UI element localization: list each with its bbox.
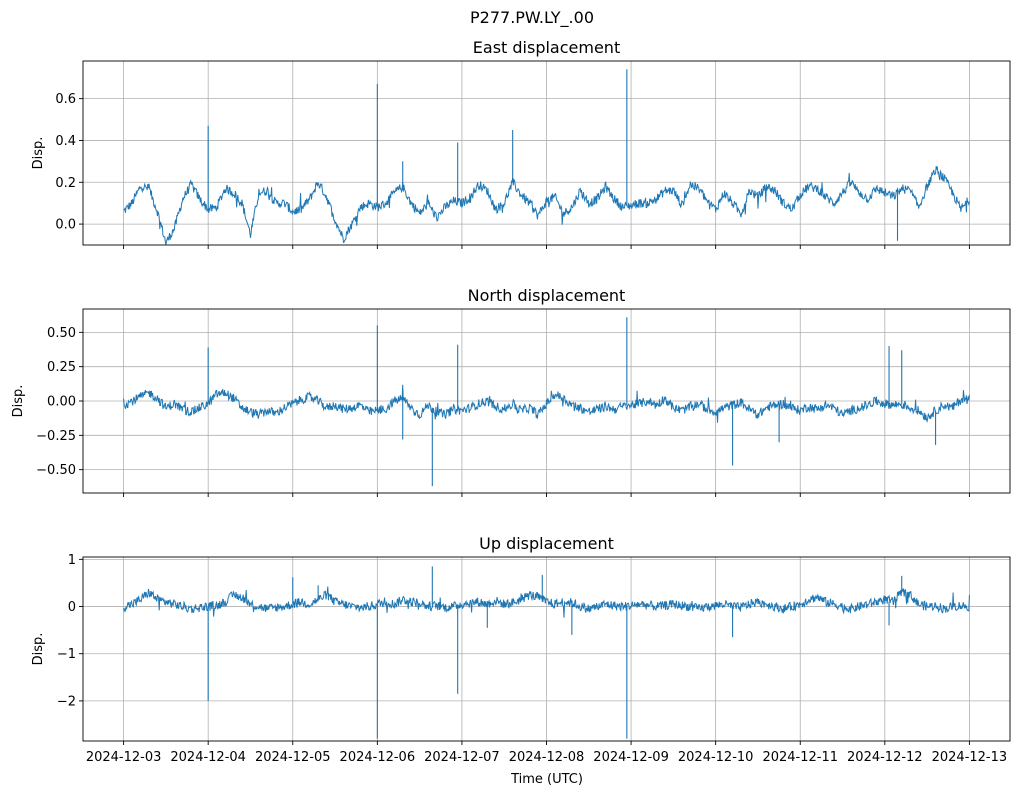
north-series-line — [123, 384, 970, 423]
x-tick-label: 2024-12-10 — [678, 750, 754, 765]
x-tick-label: 2024-12-12 — [847, 750, 923, 765]
up-y-tick-label: −2 — [57, 694, 76, 709]
north-panel-title: North displacement — [468, 286, 626, 305]
north-y-tick-label: −0.25 — [36, 429, 76, 444]
up-y-tick-label: 0 — [68, 600, 76, 615]
north-y-axis-label: Disp. — [11, 385, 26, 418]
up-y-axis-label: Disp. — [31, 633, 46, 666]
x-tick-label: 2024-12-07 — [424, 750, 500, 765]
x-axis-label: Time (UTC) — [510, 772, 583, 787]
x-tick-label: 2024-12-04 — [170, 750, 246, 765]
up-series-line — [123, 586, 970, 618]
east-y-tick-label: 0.0 — [55, 218, 76, 233]
up-panel: −2 −1 0 1 2024-12-03 2024-12-04 2024-12-05 2024… — [31, 534, 1011, 765]
east-y-axis-label: Disp. — [31, 137, 46, 170]
north-y-tick-label: 0.25 — [47, 360, 76, 375]
up-y-tick-label: 1 — [68, 553, 76, 568]
east-panel-title: East displacement — [473, 38, 620, 57]
east-y-tick-label: 0.4 — [55, 134, 76, 149]
x-tick-label: 2024-12-08 — [509, 750, 585, 765]
north-y-tick-label: 0.00 — [47, 395, 76, 410]
east-y-tick-label: 0.2 — [55, 176, 76, 191]
east-series-line — [123, 165, 970, 245]
north-y-tick-label: 0.50 — [47, 326, 76, 341]
north-y-tick-label: −0.50 — [36, 463, 76, 478]
figure-title: P277.PW.LY_.00 — [470, 8, 594, 28]
x-tick-label: 2024-12-11 — [762, 750, 838, 765]
east-y-tick-label: 0.6 — [55, 92, 76, 107]
east-panel: 0.0 0.2 0.4 0.6 East displacement Disp. — [31, 38, 1011, 249]
x-tick-label: 2024-12-13 — [932, 750, 1008, 765]
x-tick-label: 2024-12-03 — [86, 750, 162, 765]
up-y-tick-label: −1 — [57, 647, 76, 662]
x-tick-label: 2024-12-09 — [593, 750, 669, 765]
north-panel: −0.50 −0.25 0.00 0.25 0.50 North displacement… — [11, 286, 1011, 497]
up-panel-title: Up displacement — [479, 534, 614, 553]
x-tick-label: 2024-12-06 — [340, 750, 416, 765]
x-tick-label: 2024-12-05 — [255, 750, 331, 765]
